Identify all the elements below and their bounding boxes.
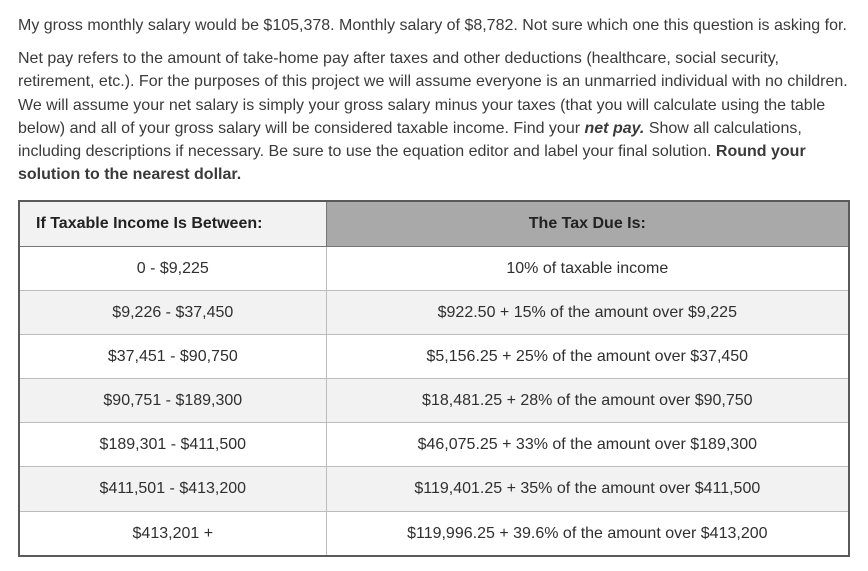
income-range-cell: $413,201 + (19, 511, 326, 556)
tax-due-cell: $119,401.25 + 35% of the amount over $41… (326, 467, 849, 511)
table-header-income: If Taxable Income Is Between: (19, 201, 326, 246)
table-header-tax: The Tax Due Is: (326, 201, 849, 246)
intro-paragraph-2: Net pay refers to the amount of take-hom… (18, 47, 850, 186)
intro-text-1: My gross monthly salary would be $105,37… (18, 17, 847, 34)
tax-due-cell: $119,996.25 + 39.6% of the amount over $… (326, 511, 849, 556)
intro-paragraph-1: My gross monthly salary would be $105,37… (18, 14, 850, 37)
income-range-cell: $411,501 - $413,200 (19, 467, 326, 511)
table-row: $37,451 - $90,750 $5,156.25 + 25% of the… (19, 334, 849, 378)
tax-due-cell: $18,481.25 + 28% of the amount over $90,… (326, 379, 849, 423)
income-range-cell: $90,751 - $189,300 (19, 379, 326, 423)
tax-due-cell: $922.50 + 15% of the amount over $9,225 (326, 290, 849, 334)
tax-bracket-table: If Taxable Income Is Between: The Tax Du… (18, 200, 850, 557)
net-pay-emphasis: net pay. (585, 120, 645, 137)
table-row: $413,201 + $119,996.25 + 39.6% of the am… (19, 511, 849, 556)
income-range-cell: $9,226 - $37,450 (19, 290, 326, 334)
table-row: $411,501 - $413,200 $119,401.25 + 35% of… (19, 467, 849, 511)
income-range-cell: 0 - $9,225 (19, 246, 326, 290)
table-row: $9,226 - $37,450 $922.50 + 15% of the am… (19, 290, 849, 334)
table-row: 0 - $9,225 10% of taxable income (19, 246, 849, 290)
tax-due-cell: $46,075.25 + 33% of the amount over $189… (326, 423, 849, 467)
tax-due-cell: 10% of taxable income (326, 246, 849, 290)
income-range-cell: $37,451 - $90,750 (19, 334, 326, 378)
income-range-cell: $189,301 - $411,500 (19, 423, 326, 467)
table-row: $90,751 - $189,300 $18,481.25 + 28% of t… (19, 379, 849, 423)
table-row: $189,301 - $411,500 $46,075.25 + 33% of … (19, 423, 849, 467)
tax-due-cell: $5,156.25 + 25% of the amount over $37,4… (326, 334, 849, 378)
